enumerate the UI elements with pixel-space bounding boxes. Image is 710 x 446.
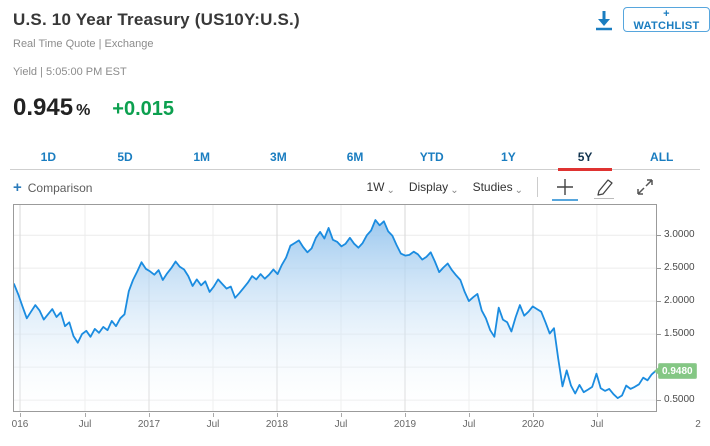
tab-3m[interactable]: 3M xyxy=(270,150,287,164)
plus-icon: + xyxy=(13,179,22,196)
toolbar-divider xyxy=(537,177,538,197)
last-price-badge: 0.9480 xyxy=(654,363,697,379)
add-comparison-button[interactable]: + Comparison xyxy=(13,179,92,196)
x-axis-label: 2020 xyxy=(521,419,545,430)
y-axis-label: 0.5000 xyxy=(664,394,695,405)
area-chart[interactable] xyxy=(14,205,656,411)
display-label: Display xyxy=(408,180,449,194)
x-tick xyxy=(533,413,534,417)
x-axis-label: 016 xyxy=(11,419,29,430)
x-axis-label: Jul xyxy=(462,419,476,430)
quote-timestamp: Yield | 5:05:00 PM EST xyxy=(13,66,127,78)
x-tick xyxy=(341,413,342,417)
chart-toolbar: + Comparison 1W ⌄ Display ⌄ Studies ⌄ xyxy=(0,171,710,203)
x-axis-label: Jul xyxy=(78,419,92,430)
x-axis-label: 2 xyxy=(695,419,701,430)
price-value: 0.945 xyxy=(13,94,74,121)
chevron-down-icon: ⌄ xyxy=(386,185,395,196)
x-axis-label: Jul xyxy=(590,419,604,430)
x-tick xyxy=(85,413,86,417)
y-axis-label: 2.5000 xyxy=(664,262,695,273)
x-tick xyxy=(213,413,214,417)
x-tick xyxy=(277,413,278,417)
crosshair-icon[interactable] xyxy=(552,175,578,201)
tab-5d[interactable]: 5D xyxy=(117,150,133,164)
comparison-label: Comparison xyxy=(27,181,93,195)
y-axis-label: 1.5000 xyxy=(664,328,695,339)
x-tick xyxy=(20,413,21,417)
x-tick xyxy=(469,413,470,417)
x-tick xyxy=(149,413,150,417)
price-chart[interactable] xyxy=(13,204,657,412)
price-change: +0.015 xyxy=(112,98,175,120)
y-tick xyxy=(657,235,661,236)
chevron-down-icon: ⌄ xyxy=(450,185,459,196)
x-axis-label: 2018 xyxy=(265,419,289,430)
tab-all[interactable]: ALL xyxy=(650,150,674,164)
x-axis-label: Jul xyxy=(206,419,220,430)
tab-ytd[interactable]: YTD xyxy=(419,150,444,164)
studies-dropdown[interactable]: Studies ⌄ xyxy=(472,180,523,196)
y-tick xyxy=(657,268,661,269)
y-axis-label: 2.0000 xyxy=(664,295,695,306)
interval-dropdown[interactable]: 1W ⌄ xyxy=(366,180,395,196)
expand-icon[interactable] xyxy=(632,175,658,199)
x-axis-label: 2019 xyxy=(393,419,417,430)
x-axis-label: 2017 xyxy=(137,419,161,430)
quote-source: Real Time Quote | Exchange xyxy=(13,38,154,50)
studies-label: Studies xyxy=(472,180,513,194)
chevron-down-icon: ⌄ xyxy=(514,185,523,196)
y-tick xyxy=(657,334,661,335)
x-tick xyxy=(405,413,406,417)
price-unit: % xyxy=(76,102,91,119)
interval-value: 1W xyxy=(366,180,385,194)
y-tick xyxy=(657,301,661,302)
pencil-icon[interactable] xyxy=(592,175,618,199)
price-row: 0.945% +0.015 xyxy=(13,94,174,122)
display-dropdown[interactable]: Display ⌄ xyxy=(408,180,459,196)
tab-1m[interactable]: 1M xyxy=(193,150,211,164)
tab-5y[interactable]: 5Y xyxy=(547,146,624,169)
x-tick xyxy=(597,413,598,417)
y-axis-label: 3.0000 xyxy=(664,229,695,240)
add-watchlist-button[interactable]: + WATCHLIST xyxy=(623,7,710,32)
page-title: U.S. 10 Year Treasury (US10Y:U.S.) xyxy=(13,10,300,29)
tab-1d[interactable]: 1D xyxy=(40,150,56,164)
tab-1y[interactable]: 1Y xyxy=(501,150,516,164)
download-icon[interactable] xyxy=(592,8,616,32)
tab-6m[interactable]: 6M xyxy=(346,150,364,164)
x-axis-label: Jul xyxy=(334,419,348,430)
range-tabs: 1D 5D 1M 3M 6M YTD 1Y 5Y ALL xyxy=(10,146,700,170)
y-tick xyxy=(657,400,661,401)
